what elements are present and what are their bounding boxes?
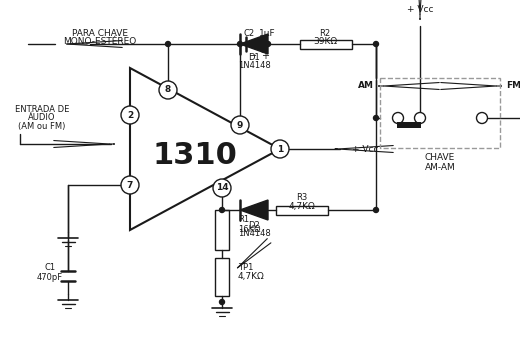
- Circle shape: [238, 41, 242, 46]
- Text: 2: 2: [127, 111, 133, 119]
- Text: 1: 1: [277, 145, 283, 153]
- Circle shape: [266, 41, 270, 46]
- Circle shape: [165, 41, 171, 46]
- Bar: [215, 210, 229, 250]
- Circle shape: [373, 207, 379, 212]
- Circle shape: [373, 115, 379, 120]
- Text: (AM ou FM): (AM ou FM): [18, 121, 66, 131]
- Text: PARA CHAVE: PARA CHAVE: [72, 28, 128, 38]
- Bar: [215, 258, 229, 296]
- Text: + Vcc: + Vcc: [352, 145, 378, 153]
- Circle shape: [414, 113, 425, 124]
- Polygon shape: [240, 200, 268, 220]
- Text: D1: D1: [248, 53, 260, 61]
- Text: R3: R3: [296, 193, 308, 203]
- Circle shape: [271, 140, 289, 158]
- Circle shape: [219, 207, 225, 212]
- Text: ÁUDIO: ÁUDIO: [28, 113, 56, 122]
- Text: 7: 7: [127, 180, 133, 190]
- Text: R1: R1: [238, 216, 249, 225]
- Circle shape: [121, 176, 139, 194]
- Text: 39KΩ: 39KΩ: [313, 37, 337, 46]
- Text: 9: 9: [237, 120, 243, 130]
- Text: 8: 8: [165, 86, 171, 94]
- Text: 1310: 1310: [152, 140, 238, 170]
- Text: AM: AM: [358, 81, 374, 91]
- Bar: [276, 206, 328, 215]
- Polygon shape: [240, 34, 268, 54]
- Text: 1N4148: 1N4148: [238, 230, 270, 238]
- Text: AM-AM: AM-AM: [425, 163, 456, 172]
- Text: CHAVE: CHAVE: [425, 153, 455, 163]
- Text: 4,7KΩ: 4,7KΩ: [238, 272, 265, 282]
- Text: ENTRADA DE: ENTRADA DE: [15, 106, 69, 114]
- Circle shape: [373, 41, 379, 46]
- Circle shape: [121, 106, 139, 124]
- Text: 470pF: 470pF: [37, 273, 63, 283]
- Text: −: −: [249, 51, 257, 61]
- Text: 1N4148: 1N4148: [238, 60, 270, 69]
- Text: +: +: [261, 51, 269, 61]
- Circle shape: [476, 113, 488, 124]
- Text: 14: 14: [216, 184, 228, 192]
- Circle shape: [159, 81, 177, 99]
- Text: C2: C2: [243, 29, 255, 39]
- Text: 4,7KΩ: 4,7KΩ: [289, 201, 315, 211]
- Bar: [380, 78, 500, 148]
- Bar: [397, 122, 421, 128]
- Text: R2: R2: [319, 28, 331, 38]
- Text: MONO-ESTÉREO: MONO-ESTÉREO: [63, 37, 137, 46]
- Circle shape: [213, 179, 231, 197]
- Circle shape: [231, 116, 249, 134]
- Bar: [300, 40, 352, 49]
- Text: 16KΩ: 16KΩ: [238, 225, 261, 233]
- Text: + Vcc: + Vcc: [407, 6, 433, 14]
- Text: 1μF: 1μF: [258, 29, 275, 39]
- Circle shape: [219, 299, 225, 305]
- Text: D2: D2: [248, 220, 260, 230]
- Text: C1: C1: [44, 264, 56, 272]
- Circle shape: [393, 113, 404, 124]
- Text: FM: FM: [506, 81, 520, 91]
- Text: TP1: TP1: [238, 264, 253, 272]
